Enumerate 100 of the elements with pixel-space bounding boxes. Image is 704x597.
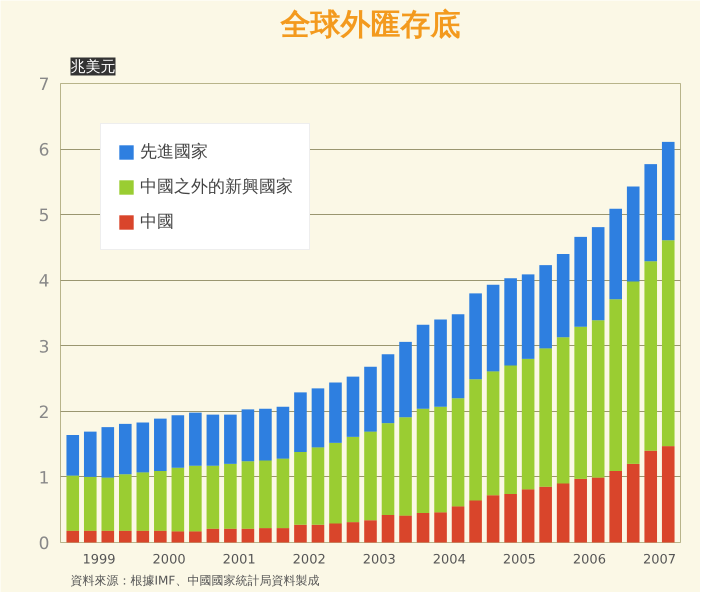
x-tick-label: 1999 <box>82 552 116 568</box>
bar <box>522 489 534 542</box>
bar <box>172 468 184 532</box>
x-tick-label: 2007 <box>642 552 676 568</box>
chart-title: 全球外匯存底 <box>280 8 460 42</box>
bar <box>101 427 114 478</box>
bar <box>136 422 150 472</box>
bar <box>556 337 570 484</box>
bar <box>504 365 517 494</box>
bar <box>312 524 324 542</box>
bar <box>312 447 324 525</box>
bar <box>522 274 534 359</box>
bar <box>294 452 307 525</box>
bar <box>84 432 97 477</box>
y-tick-label: 2 <box>38 402 50 423</box>
bar <box>574 478 587 542</box>
bar <box>136 530 150 542</box>
bar <box>206 414 220 466</box>
bar <box>416 512 430 542</box>
bar <box>154 418 167 472</box>
bar <box>118 474 132 531</box>
bar <box>329 382 342 443</box>
bar <box>556 254 570 338</box>
legend-label: 中國 <box>140 211 174 233</box>
bar <box>172 531 184 542</box>
bar <box>469 293 482 380</box>
bar <box>539 265 552 348</box>
bar <box>172 415 184 468</box>
bar <box>242 461 254 529</box>
bar <box>609 208 622 300</box>
bar <box>118 424 132 474</box>
bar <box>329 442 342 524</box>
bar <box>259 408 272 461</box>
bar <box>259 528 272 542</box>
y-tick-label: 7 <box>38 75 50 95</box>
bar <box>434 406 447 512</box>
bar <box>312 388 324 448</box>
bar <box>206 466 220 529</box>
bar <box>136 472 150 531</box>
bar <box>452 398 464 506</box>
bar <box>399 342 412 418</box>
y-axis-title: 兆美元 <box>70 58 116 76</box>
legend-label: 先進國家 <box>140 141 208 163</box>
bar <box>626 186 640 282</box>
bar <box>84 476 97 531</box>
bar <box>242 409 254 462</box>
bar <box>294 524 307 542</box>
bar <box>416 408 430 513</box>
bar <box>189 466 202 532</box>
bar <box>504 278 517 366</box>
y-tick-label: 0 <box>38 534 50 554</box>
bar <box>242 528 254 542</box>
bar <box>382 354 394 424</box>
bar <box>399 417 412 516</box>
x-tick-label: 2004 <box>432 552 466 568</box>
bar <box>294 392 307 452</box>
bar <box>224 414 237 464</box>
bar <box>346 522 360 542</box>
bar <box>189 531 202 542</box>
bar <box>346 376 360 437</box>
bar <box>382 514 394 542</box>
bar <box>662 446 675 542</box>
bar <box>522 358 534 490</box>
bar <box>592 227 604 320</box>
x-tick-label: 2002 <box>292 552 326 568</box>
bar <box>469 500 482 542</box>
bar <box>329 523 342 542</box>
bar <box>101 478 114 531</box>
bar <box>609 471 622 542</box>
bar <box>644 261 658 451</box>
bar <box>154 471 167 531</box>
bar <box>154 530 167 542</box>
x-tick-label: 2006 <box>572 552 606 568</box>
bar <box>66 476 80 531</box>
bar <box>224 528 237 542</box>
bar <box>206 528 220 542</box>
bar <box>84 530 97 542</box>
y-tick-label: 4 <box>38 272 50 292</box>
bar <box>399 516 412 542</box>
bar <box>276 528 290 542</box>
bar <box>118 530 132 542</box>
x-tick-label: 2001 <box>222 552 256 568</box>
bar <box>662 240 675 446</box>
bar <box>574 236 587 327</box>
x-tick-label: 2000 <box>152 552 186 568</box>
bar <box>416 324 430 409</box>
bar <box>609 299 622 472</box>
bar <box>189 412 202 466</box>
bar <box>626 282 640 464</box>
bar <box>434 512 447 542</box>
bar <box>504 494 517 542</box>
bar <box>486 371 500 496</box>
bar <box>276 458 290 528</box>
bar <box>101 530 114 542</box>
bar <box>276 406 290 459</box>
bar <box>364 432 377 520</box>
bar <box>662 142 675 240</box>
y-tick-label: 6 <box>38 140 50 161</box>
bar <box>382 423 394 515</box>
source-note: 資料來源：根據IMF、中國國家統計局資料製成 <box>70 574 320 588</box>
